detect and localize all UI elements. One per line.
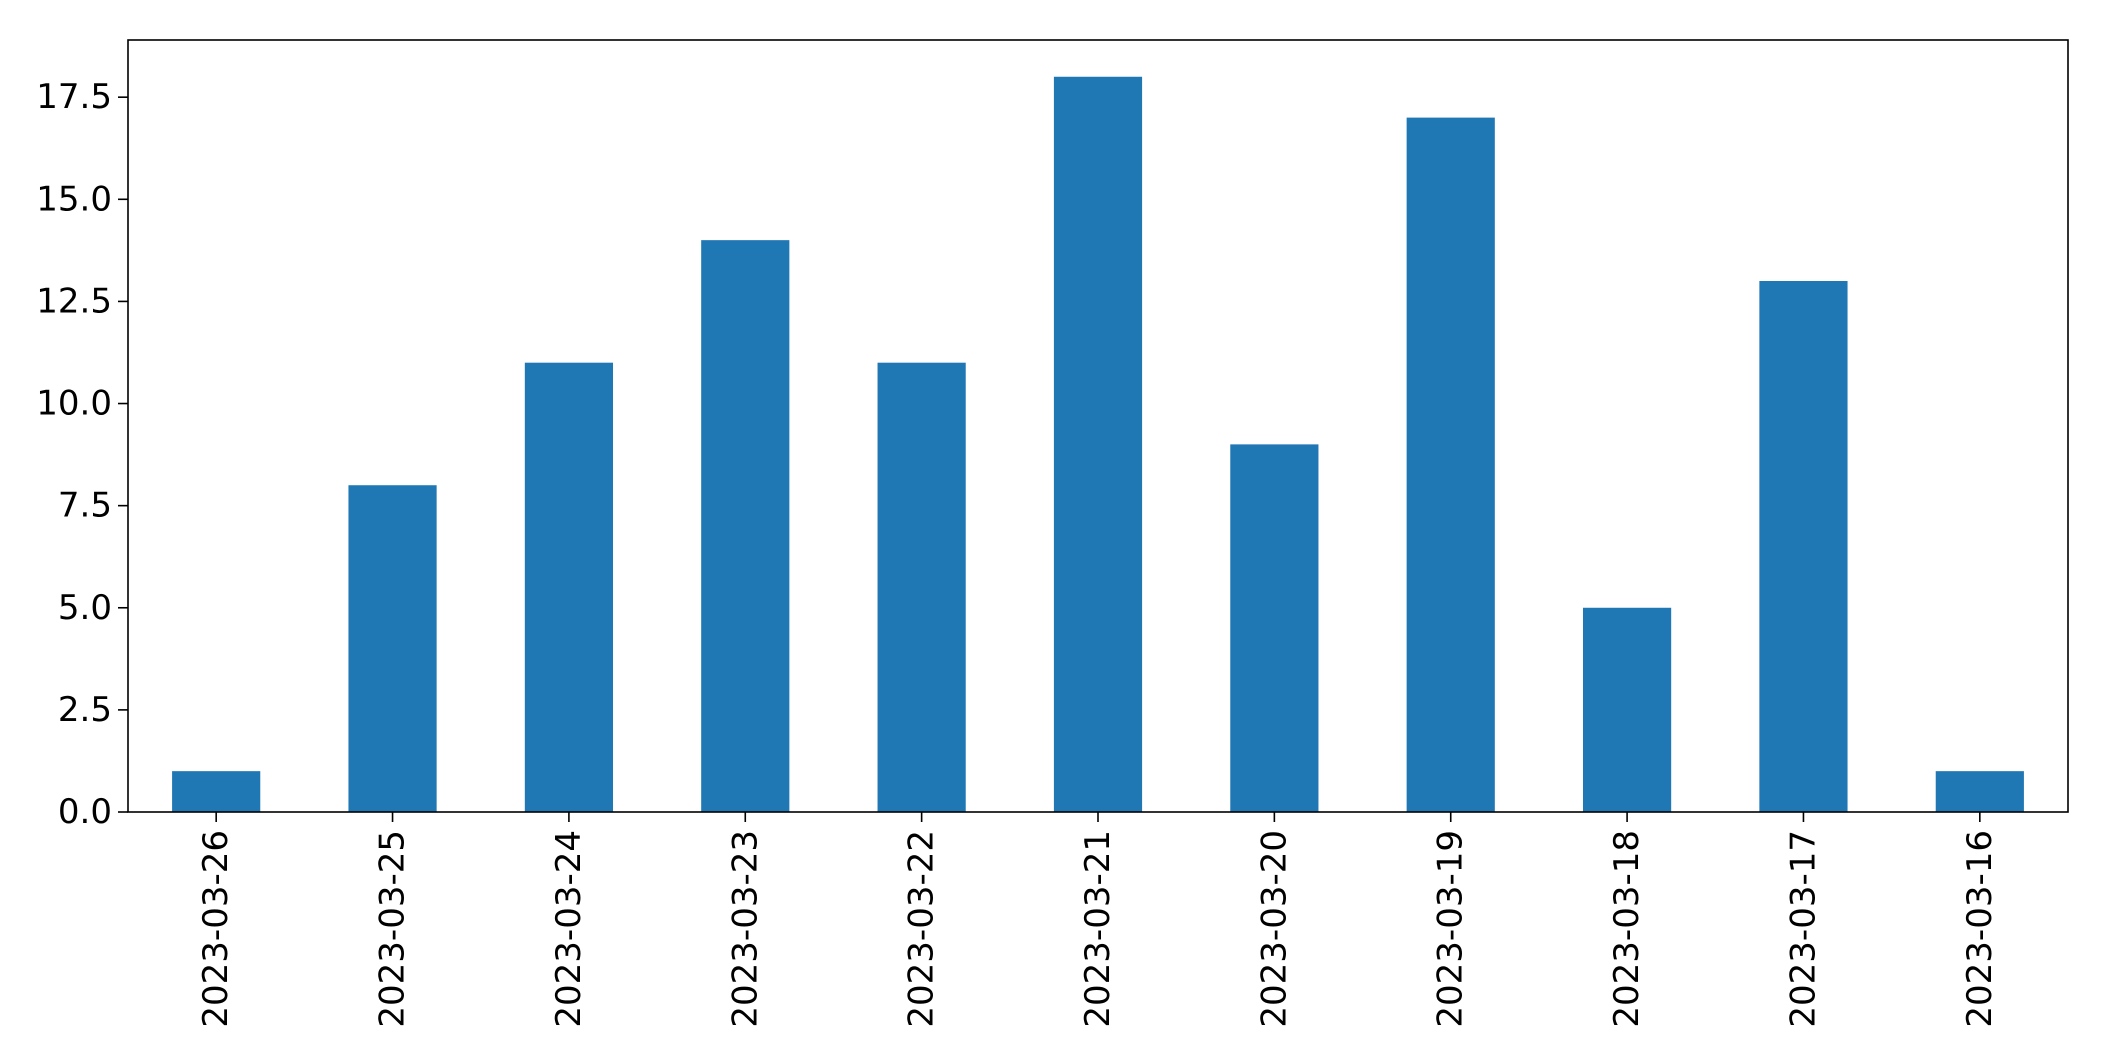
y-tick-label: 0.0 — [58, 792, 112, 832]
x-tick-label: 2023-03-21 — [1078, 830, 1118, 1028]
bar-2023-03-22 — [877, 362, 966, 812]
x-tick-label: 2023-03-26 — [196, 830, 236, 1028]
x-tick-label: 2023-03-18 — [1607, 830, 1647, 1028]
bar-2023-03-19 — [1406, 117, 1495, 813]
x-tick-label: 2023-03-16 — [1960, 830, 2000, 1028]
y-tick-label: 17.5 — [36, 77, 112, 117]
y-tick-label: 5.0 — [58, 588, 112, 628]
x-tick-label: 2023-03-24 — [549, 830, 589, 1028]
bar-2023-03-17 — [1759, 280, 1848, 812]
x-tick-label: 2023-03-17 — [1783, 830, 1823, 1028]
y-tick-label: 7.5 — [58, 486, 112, 526]
y-tick-label: 15.0 — [36, 179, 112, 219]
bar-2023-03-18 — [1583, 607, 1672, 812]
bar-2023-03-25 — [348, 485, 437, 812]
x-tick-label: 2023-03-19 — [1431, 830, 1471, 1028]
bar-2023-03-24 — [524, 362, 613, 812]
x-tick-label: 2023-03-25 — [373, 830, 413, 1028]
x-tick-label: 2023-03-20 — [1254, 830, 1294, 1028]
y-tick-label: 10.0 — [36, 384, 112, 424]
y-tick-label: 2.5 — [58, 690, 112, 730]
bar-2023-03-20 — [1230, 444, 1319, 812]
y-axis: 0.0 2.5 5.0 7.5 10.0 12.5 15.0 17.5 — [36, 77, 128, 832]
bar-2023-03-21 — [1053, 76, 1143, 812]
plot-frame — [127, 39, 2069, 813]
bars-group — [172, 76, 2024, 813]
x-tick-label: 2023-03-23 — [725, 830, 765, 1028]
y-tick-label: 12.5 — [36, 281, 112, 321]
x-axis: 2023-03-26 2023-03-25 2023-03-24 2023-03-23… — [196, 812, 2000, 1028]
bar-2023-03-16 — [1935, 771, 2024, 812]
x-tick-label: 2023-03-22 — [902, 830, 942, 1028]
bar-2023-03-26 — [172, 771, 261, 812]
bar-2023-03-23 — [701, 240, 790, 813]
